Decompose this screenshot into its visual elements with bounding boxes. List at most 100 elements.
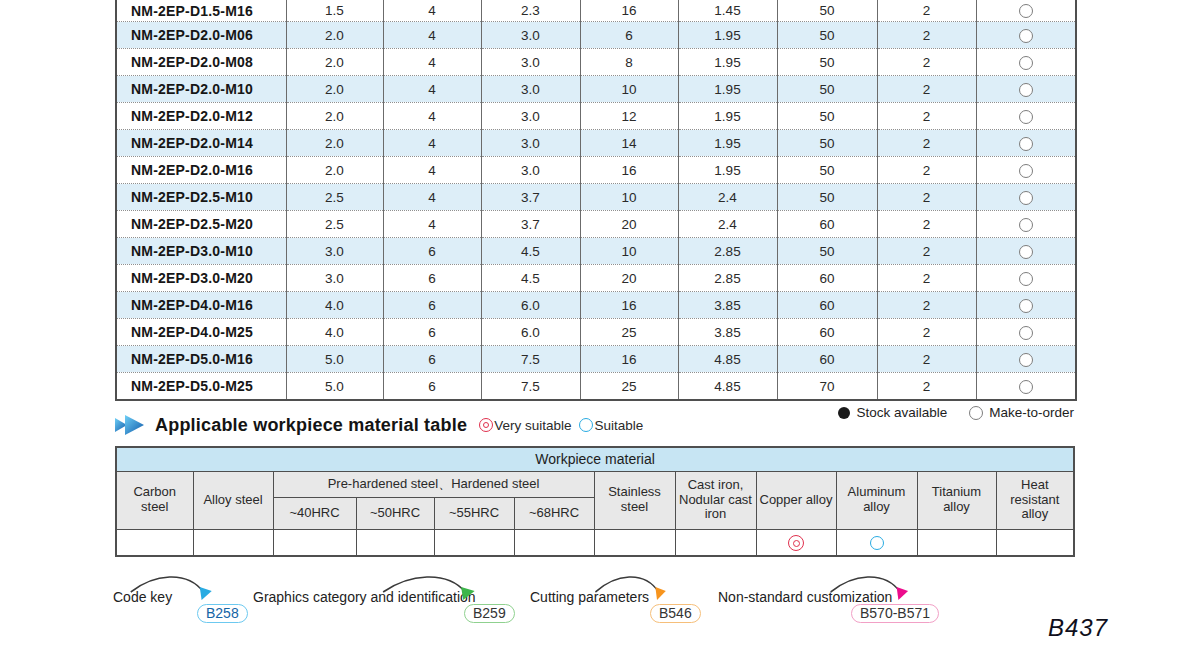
make-to-order-icon xyxy=(969,406,983,420)
value-cell: 3.0 xyxy=(481,157,580,184)
ref-badge-b546[interactable]: B546 xyxy=(650,604,701,623)
model-cell: NM-2EP-D3.0-M10 xyxy=(116,238,286,265)
value-cell: 6 xyxy=(580,22,678,49)
col-header-68hrc: ~68HRC xyxy=(514,497,594,529)
value-cell: 2 xyxy=(877,346,976,373)
value-cell: 50 xyxy=(777,49,877,76)
make-to-order-icon xyxy=(1019,299,1033,313)
value-cell: 25 xyxy=(580,373,678,401)
curved-arrow-icon xyxy=(128,574,220,606)
value-cell: 10 xyxy=(580,184,678,211)
catalog-page: NM-2EP-D1.5-M161.542.3161.45502NM-2EP-D2… xyxy=(0,0,1188,657)
value-cell: 4.85 xyxy=(678,346,777,373)
value-cell: 2 xyxy=(877,265,976,292)
rating-cell xyxy=(594,529,675,556)
value-cell: 2.85 xyxy=(678,265,777,292)
value-cell: 50 xyxy=(777,22,877,49)
col-header-40hrc: ~40HRC xyxy=(273,497,356,529)
value-cell: 6.0 xyxy=(481,292,580,319)
col-header-50hrc: ~50HRC xyxy=(356,497,434,529)
make-to-order-icon xyxy=(1019,83,1033,97)
rating-cell xyxy=(514,529,594,556)
workpiece-banner: Workpiece material xyxy=(116,447,1074,471)
value-cell: 2.4 xyxy=(678,211,777,238)
value-cell: 2.0 xyxy=(286,49,383,76)
value-cell: 10 xyxy=(580,76,678,103)
value-cell: 1.95 xyxy=(678,49,777,76)
col-header-titanium-alloy: Titanium alloy xyxy=(917,471,996,529)
curved-arrow-icon xyxy=(828,574,916,606)
make-to-order-icon xyxy=(1019,29,1033,43)
page-number: B437 xyxy=(1048,614,1108,642)
value-cell: 2 xyxy=(877,103,976,130)
value-cell: 3.85 xyxy=(678,292,777,319)
value-cell: 7.5 xyxy=(481,346,580,373)
col-header-heat-resistant-alloy: Heat resistant alloy xyxy=(996,471,1074,529)
model-cell: NM-2EP-D2.0-M06 xyxy=(116,22,286,49)
suitable-icon xyxy=(579,418,593,432)
order-type-cell xyxy=(976,373,1076,401)
value-cell: 2.85 xyxy=(678,238,777,265)
value-cell: 1.5 xyxy=(286,0,383,22)
value-cell: 2 xyxy=(877,49,976,76)
value-cell: 1.95 xyxy=(678,103,777,130)
value-cell: 2.4 xyxy=(678,184,777,211)
value-cell: 50 xyxy=(777,76,877,103)
value-cell: 4 xyxy=(383,157,481,184)
make-to-order-icon xyxy=(1019,353,1033,367)
value-cell: 2 xyxy=(877,238,976,265)
value-cell: 3.85 xyxy=(678,319,777,346)
value-cell: 3.0 xyxy=(481,76,580,103)
value-cell: 60 xyxy=(777,346,877,373)
rating-cell xyxy=(273,529,356,556)
ref-badge-b258[interactable]: B258 xyxy=(197,604,248,623)
value-cell: 6 xyxy=(383,238,481,265)
col-header-copper-alloy: Copper alloy xyxy=(756,471,836,529)
model-cell: NM-2EP-D2.5-M20 xyxy=(116,211,286,238)
value-cell: 16 xyxy=(580,346,678,373)
value-cell: 8 xyxy=(580,49,678,76)
value-cell: 4 xyxy=(383,130,481,157)
value-cell: 4.0 xyxy=(286,292,383,319)
ref-badge-b259[interactable]: B259 xyxy=(464,604,515,623)
col-header-alloy-steel: Alloy steel xyxy=(193,471,273,529)
value-cell: 2 xyxy=(877,0,976,22)
value-cell: 2 xyxy=(877,373,976,401)
table-row: NM-2EP-D5.0-M255.067.5254.85702 xyxy=(116,373,1076,401)
rating-cell xyxy=(193,529,273,556)
order-type-cell xyxy=(976,319,1076,346)
order-type-cell xyxy=(976,265,1076,292)
value-cell: 4 xyxy=(383,211,481,238)
suitable-icon xyxy=(870,536,884,550)
rating-cell xyxy=(917,529,996,556)
make-to-order-icon xyxy=(1019,272,1033,286)
value-cell: 2 xyxy=(877,22,976,49)
order-type-cell xyxy=(976,0,1076,22)
make-to-order-icon xyxy=(1019,218,1033,232)
value-cell: 2 xyxy=(877,292,976,319)
curved-arrow-icon xyxy=(380,574,484,606)
table-row: NM-2EP-D2.0-M102.043.0101.95502 xyxy=(116,76,1076,103)
value-cell: 4.0 xyxy=(286,319,383,346)
footer-references: Code key B258 Graphics category and iden… xyxy=(0,583,1188,643)
value-cell: 6 xyxy=(383,265,481,292)
section-title: Applicable workpiece material table xyxy=(155,415,467,436)
legend-very-suitable: Very suitable xyxy=(479,418,571,433)
legend-suitable: Suitable xyxy=(579,418,643,433)
value-cell: 2 xyxy=(877,319,976,346)
workpiece-material-table: Workpiece material Carbon steel Alloy st… xyxy=(115,446,1075,557)
model-cell: NM-2EP-D2.0-M12 xyxy=(116,103,286,130)
stock-legend: Stock available Make-to-order xyxy=(838,405,1074,420)
table-row: NM-2EP-D2.5-M202.543.7202.4602 xyxy=(116,211,1076,238)
value-cell: 2.0 xyxy=(286,157,383,184)
ref-badge-b570-b571[interactable]: B570-B571 xyxy=(851,604,939,623)
order-type-cell xyxy=(976,346,1076,373)
main-table-body: NM-2EP-D1.5-M161.542.3161.45502NM-2EP-D2… xyxy=(116,0,1076,400)
value-cell: 20 xyxy=(580,265,678,292)
value-cell: 2 xyxy=(877,211,976,238)
order-type-cell xyxy=(976,184,1076,211)
order-type-cell xyxy=(976,211,1076,238)
value-cell: 2 xyxy=(877,184,976,211)
value-cell: 50 xyxy=(777,184,877,211)
value-cell: 50 xyxy=(777,0,877,22)
